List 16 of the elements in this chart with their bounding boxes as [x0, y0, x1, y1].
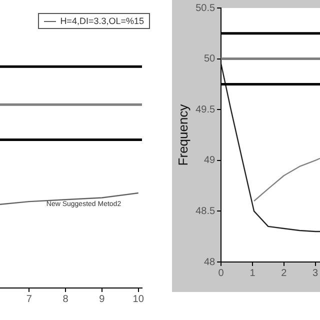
y-tick-label: 49 — [204, 155, 216, 166]
y-tick-label: 49.5 — [196, 104, 216, 116]
legend-label: H=4,DI=3.3,OL=%15 — [60, 16, 144, 26]
x-tick-label: 9 — [99, 294, 106, 305]
x-tick-label: 10 — [132, 294, 144, 305]
y-tick-label: 48.5 — [196, 206, 216, 217]
x-tick-label: 1 — [250, 268, 256, 279]
x-tick-label: 3 — [312, 268, 319, 279]
x-tick-label: 8 — [62, 294, 69, 305]
x-tick-label: 2 — [281, 268, 288, 279]
y-tick-label: 50 — [204, 54, 216, 65]
y-tick-label: 50.5 — [196, 2, 216, 14]
y-axis-title: Frequency — [175, 104, 190, 166]
y-tick-label: 48 — [204, 256, 216, 268]
x-tick-label: 7 — [26, 294, 32, 305]
x-tick-label: 0 — [218, 268, 224, 279]
